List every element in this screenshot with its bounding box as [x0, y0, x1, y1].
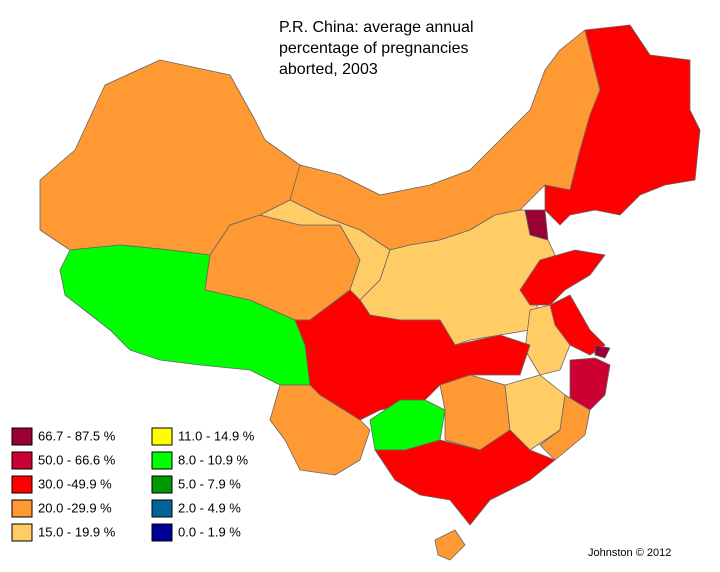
region	[524, 304, 571, 376]
title-line: percentage of pregnancies	[279, 40, 468, 57]
legend-label: 11.0 - 14.9 %	[178, 428, 255, 443]
legend-label: 2.0 - 4.9 %	[178, 500, 241, 515]
region	[594, 344, 611, 359]
legend-swatch	[151, 451, 173, 470]
legend-label: 0.0 - 1.9 %	[178, 524, 241, 539]
province-layer	[39, 24, 701, 561]
legend-swatch	[151, 523, 173, 542]
legend-swatch	[151, 427, 173, 446]
region	[374, 429, 556, 526]
legend-label: 50.0 - 66.6 %	[38, 452, 116, 467]
region	[524, 209, 549, 241]
legend-swatch	[11, 427, 33, 446]
region	[269, 384, 371, 476]
legend-label: 15.0 - 19.9 %	[38, 524, 116, 539]
legend-label: 5.0 - 7.9 %	[178, 476, 241, 491]
credit: Johnston © 2012	[588, 547, 671, 559]
legend-label: 20.0 -29.9 %	[38, 500, 112, 515]
region	[434, 529, 466, 561]
region	[544, 24, 701, 226]
title-line: aborted, 2003	[279, 61, 378, 78]
region	[519, 249, 606, 306]
legend-swatch	[151, 475, 173, 494]
legend-label: 30.0 -49.9 %	[38, 476, 112, 491]
legend-label: 8.0 - 10.9 %	[178, 452, 249, 467]
legend-swatch	[151, 499, 173, 518]
legend-swatch	[11, 451, 33, 470]
legend-label: 66.7 - 87.5 %	[38, 428, 116, 443]
legend-swatch	[11, 475, 33, 494]
legend: 66.7 - 87.5 % 50.0 - 66.6 % 30.0 -49.9 % 20…	[11, 427, 255, 542]
title-line: P.R. China: average annual	[279, 19, 474, 36]
legend-swatch	[11, 523, 33, 542]
legend-swatch	[11, 499, 33, 518]
